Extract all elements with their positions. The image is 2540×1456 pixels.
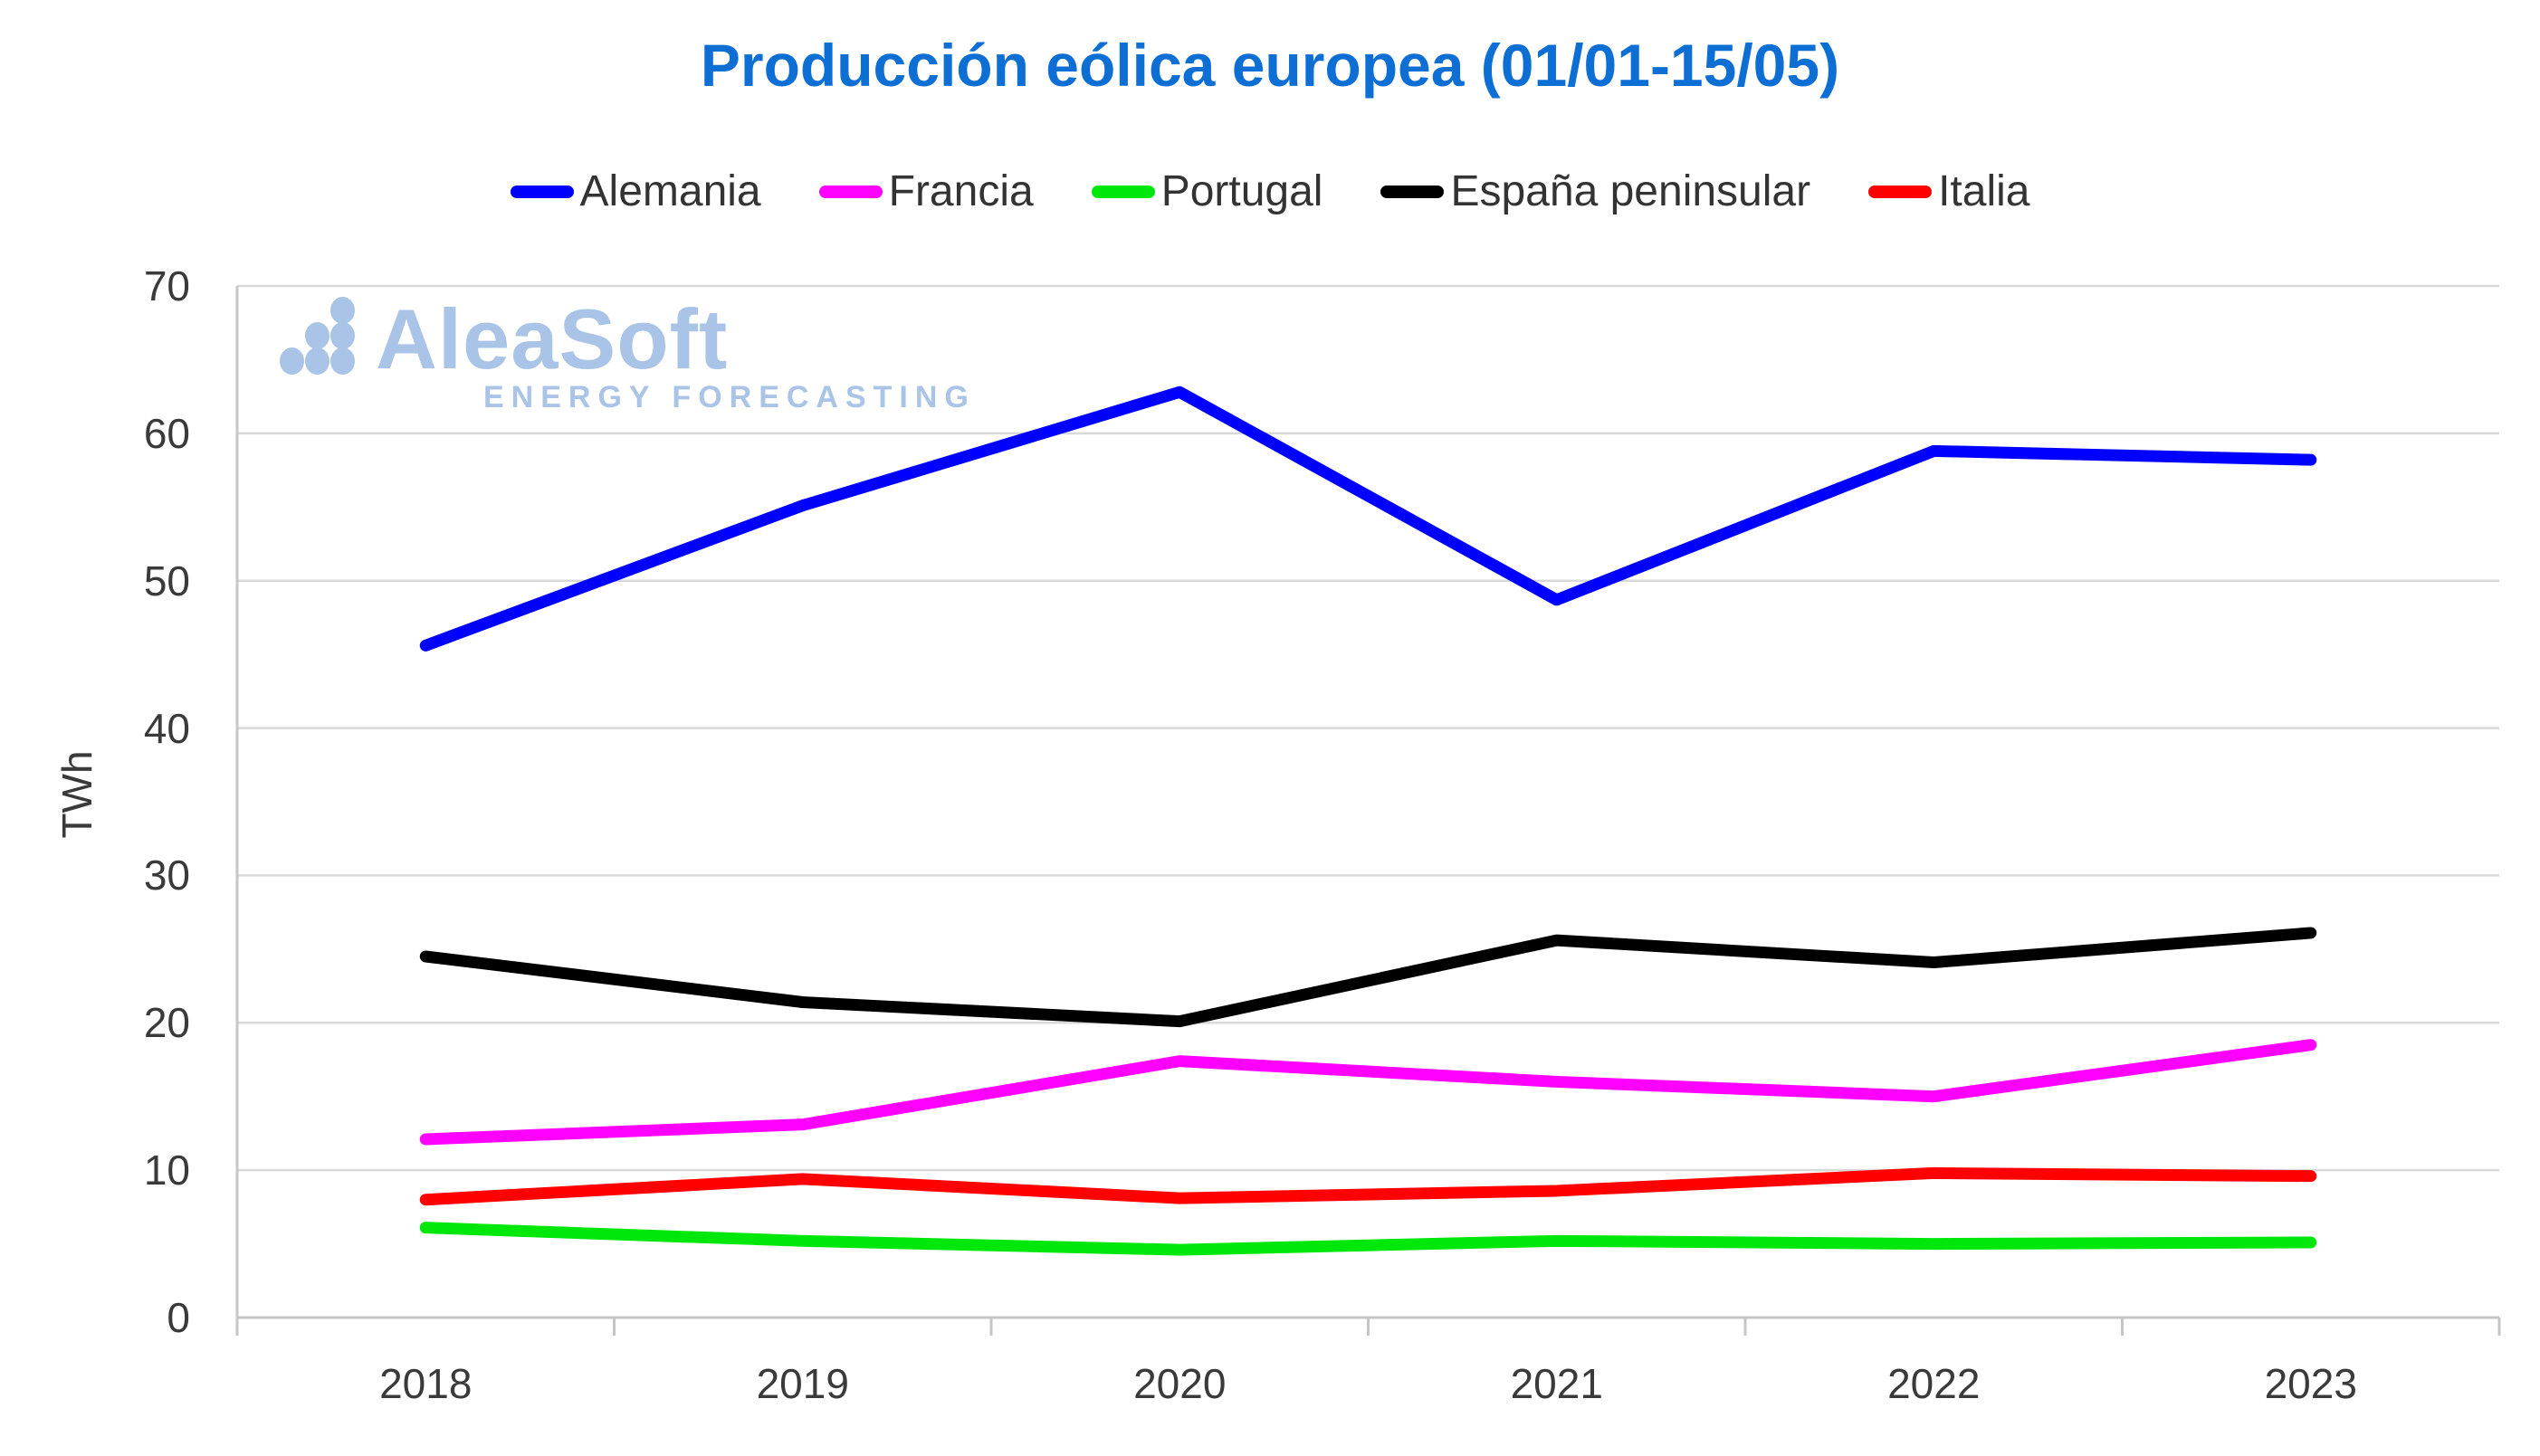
x-tick-label: 2022 — [1887, 1360, 1981, 1407]
y-tick-label: 0 — [167, 1294, 190, 1341]
y-tick-label: 40 — [143, 704, 190, 752]
legend-label: Italia — [1938, 167, 2030, 215]
legend-label: Alemania — [579, 167, 761, 215]
legend-item-italia: Italia — [1868, 167, 2029, 216]
chart-title: Producción eólica europea (01/01-15/05) — [700, 32, 1840, 99]
logo-dot — [330, 297, 355, 324]
legend-swatch-francia — [818, 185, 883, 198]
legend-item-francia: Francia — [818, 167, 1034, 216]
series-line-portugal — [419, 1222, 2317, 1256]
legend-swatch-espa-a-peninsular — [1380, 185, 1445, 198]
series-line-alemania — [419, 385, 2317, 652]
watermark-brand: AleaSoft — [376, 291, 729, 386]
y-tick-label: 50 — [143, 557, 190, 604]
legend-label: España peninsular — [1450, 167, 1811, 215]
y-tick-label: 20 — [143, 999, 190, 1047]
x-tick-label: 2020 — [1133, 1360, 1227, 1407]
legend-item-alemania: Alemania — [510, 167, 761, 216]
y-tick-label: 70 — [143, 262, 190, 309]
legend-swatch-alemania — [510, 185, 574, 198]
watermark-tagline: ENERGY FORECASTING — [483, 380, 976, 414]
logo-dot — [305, 347, 329, 375]
x-tick-label: 2018 — [379, 1360, 473, 1407]
series-line-espa-a-peninsular — [419, 927, 2317, 1028]
logo-dot — [330, 322, 355, 349]
logo-dot — [280, 347, 304, 375]
y-tick-label: 30 — [143, 852, 190, 899]
legend-item-portugal: Portugal — [1091, 167, 1323, 216]
legend: Alemania Francia Portugal España peninsular… — [0, 167, 2540, 216]
legend-label: Francia — [888, 167, 1034, 215]
y-tick-label: 10 — [143, 1147, 190, 1194]
legend-label: Portugal — [1160, 167, 1323, 215]
x-tick-label: 2023 — [2264, 1360, 2357, 1407]
logo-dot — [330, 347, 355, 375]
y-axis-title: TWh — [53, 750, 100, 839]
x-tick-label: 2021 — [1510, 1360, 1603, 1407]
series-line-francia — [419, 1039, 2317, 1146]
y-tick-label: 60 — [143, 409, 190, 457]
legend-item-espa-a-peninsular: España peninsular — [1380, 167, 1810, 216]
series-line-italia — [419, 1166, 2317, 1206]
legend-swatch-italia — [1868, 185, 1933, 198]
x-tick-label: 2019 — [756, 1360, 849, 1407]
logo-dot — [305, 322, 329, 349]
legend-swatch-portugal — [1091, 185, 1155, 198]
